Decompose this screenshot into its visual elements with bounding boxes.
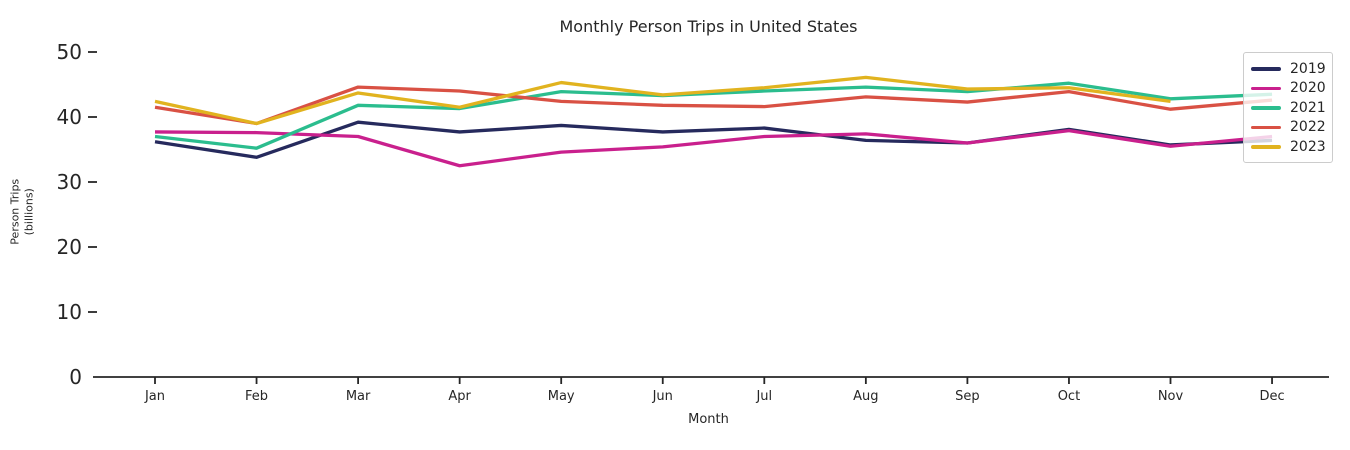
legend-row: 2022 (1251, 118, 1326, 138)
legend-label: 2023 (1290, 138, 1326, 155)
x-axis-label: Month (688, 412, 729, 427)
y-tick-label: 30 (56, 170, 82, 194)
legend-label: 2019 (1290, 60, 1326, 77)
x-tick-label: Dec (1259, 389, 1285, 404)
x-tick-label: Sep (955, 389, 980, 404)
x-tick-label: Jun (652, 389, 673, 404)
legend-row: 2020 (1251, 79, 1326, 99)
x-tick-label: Mar (345, 389, 371, 404)
x-tick-label: Jul (756, 389, 773, 404)
x-tick-label: Feb (245, 389, 269, 404)
legend-row: 2021 (1251, 98, 1326, 118)
x-tick-label: May (547, 389, 575, 404)
x-tick-label: Apr (448, 389, 471, 404)
x-tick-label: Oct (1057, 389, 1081, 404)
legend-swatch-icon (1251, 145, 1281, 149)
y-tick-label: 10 (56, 300, 82, 324)
legend-row: 2023 (1251, 137, 1326, 157)
series-line-2021 (154, 81, 1273, 150)
x-tick-label: Aug (853, 389, 879, 404)
chart-title: Monthly Person Trips in United States (559, 17, 858, 36)
legend-row: 2019 (1251, 59, 1326, 79)
legend-swatch-icon (1251, 125, 1281, 129)
legend: 2019 2020 2021 2022 2023 (1243, 52, 1333, 163)
y-tick-label: 0 (69, 365, 82, 389)
y-tick-label: 20 (56, 235, 82, 259)
series-line-2022 (154, 85, 1273, 126)
x-tick-label: Nov (1157, 389, 1184, 404)
y-tick-label: 40 (56, 105, 82, 129)
legend-swatch-icon (1251, 106, 1281, 110)
legend-swatch-icon (1251, 86, 1281, 90)
series-line-2023 (154, 75, 1171, 126)
series-line-2020 (154, 128, 1273, 168)
legend-label: 2020 (1290, 80, 1326, 97)
legend-label: 2022 (1290, 119, 1326, 136)
legend-swatch-icon (1251, 67, 1281, 71)
x-tick-label: Jan (144, 389, 166, 404)
y-tick-label: 50 (56, 40, 82, 64)
legend-label: 2021 (1290, 99, 1326, 116)
series-line-2019 (154, 120, 1273, 159)
